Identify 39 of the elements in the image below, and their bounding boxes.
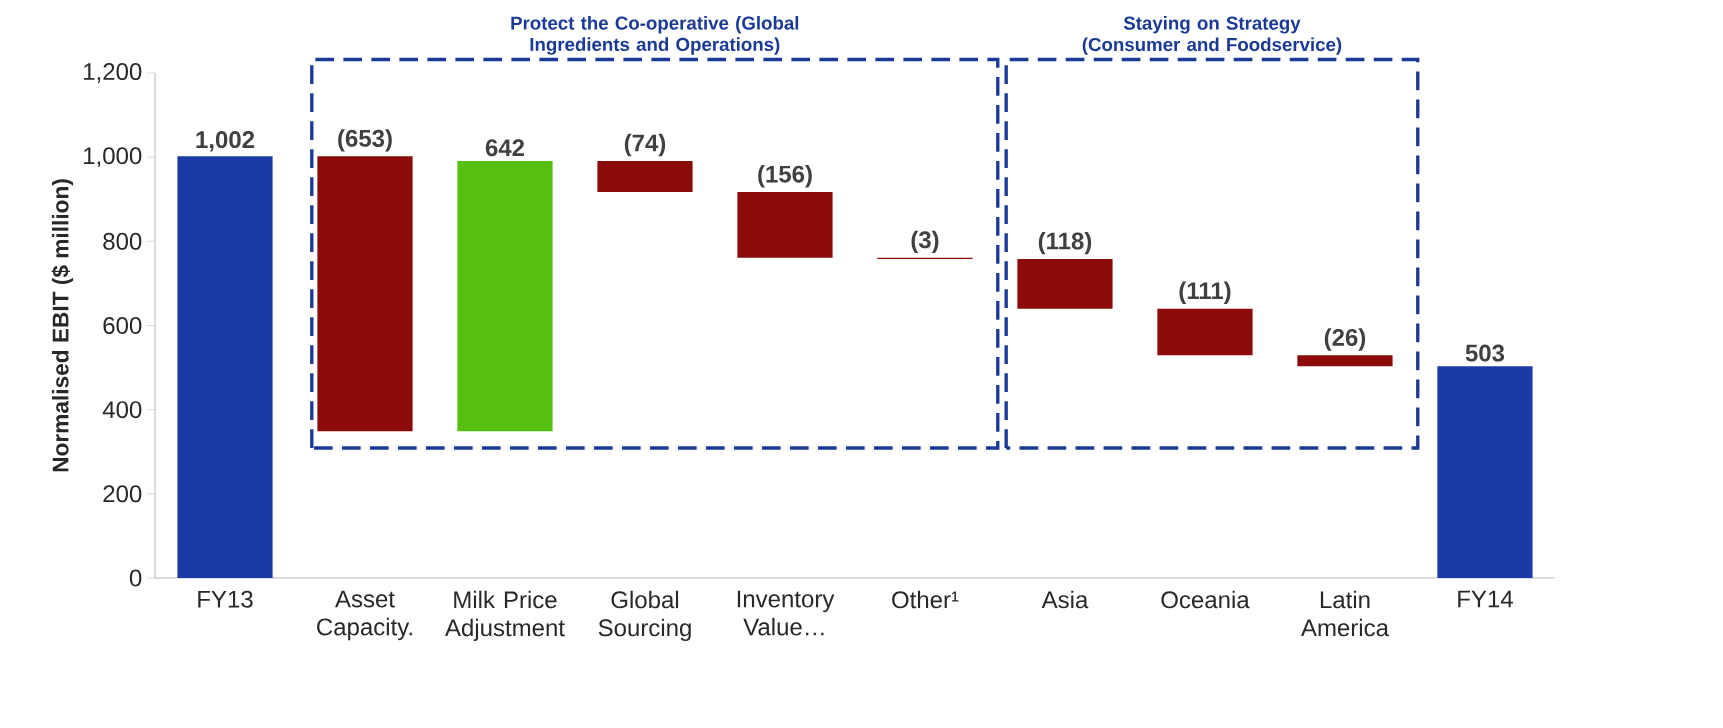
data-label: (74) — [624, 133, 666, 157]
bar — [177, 156, 273, 578]
bar — [737, 192, 833, 258]
data-label: (111) — [1179, 281, 1231, 304]
x-tick-label: Milk Price Adjustment — [445, 590, 565, 642]
x-tick-label: Oceania — [1161, 590, 1250, 609]
bar — [1297, 355, 1393, 367]
bar — [1437, 366, 1533, 578]
x-tick-label: FY13 — [198, 590, 253, 608]
x-tick-label: Asset Capacity. — [317, 590, 412, 641]
y-tick-label: 600 — [103, 316, 142, 334]
bar — [1017, 259, 1113, 309]
bar — [1157, 308, 1253, 356]
x-tick-label: Global Sourcing — [598, 590, 691, 642]
data-label: (156) — [758, 165, 812, 188]
data-label: 642 — [485, 139, 525, 157]
y-tick-label: 200 — [103, 485, 142, 503]
data-label: (26) — [1324, 328, 1366, 351]
text: Protect the Co-operative (Global Ingredients and Operations) — [511, 16, 799, 55]
x-tick-label: Latin America — [1301, 590, 1389, 637]
x-tick-label: Inventory Value… — [737, 590, 835, 636]
data-label: (653) — [338, 129, 392, 152]
y-tick-label: 1,000 — [84, 147, 142, 168]
x-tick-label: Asia — [1041, 590, 1089, 609]
data-label: (118) — [1038, 231, 1092, 255]
x-tick-label: FY14 — [1458, 590, 1513, 608]
bar — [597, 160, 693, 193]
data-label: 503 — [1465, 344, 1505, 362]
y-tick-label: 1,200 — [84, 63, 142, 83]
text: Staying on Strategy (Consumer and Foodservice) — [1082, 16, 1342, 55]
data-label: (3) — [911, 230, 939, 254]
data-label: 1,002 — [196, 131, 255, 152]
y-tick-label: 0 — [129, 569, 142, 587]
y-tick-label: 800 — [103, 232, 142, 250]
bar — [457, 160, 553, 432]
y-tick-label: 400 — [102, 401, 142, 419]
y-axis-title: Normalised EBIT ($ million) — [51, 179, 74, 472]
bar — [317, 156, 413, 432]
x-tick-label: Other¹ — [892, 590, 959, 609]
